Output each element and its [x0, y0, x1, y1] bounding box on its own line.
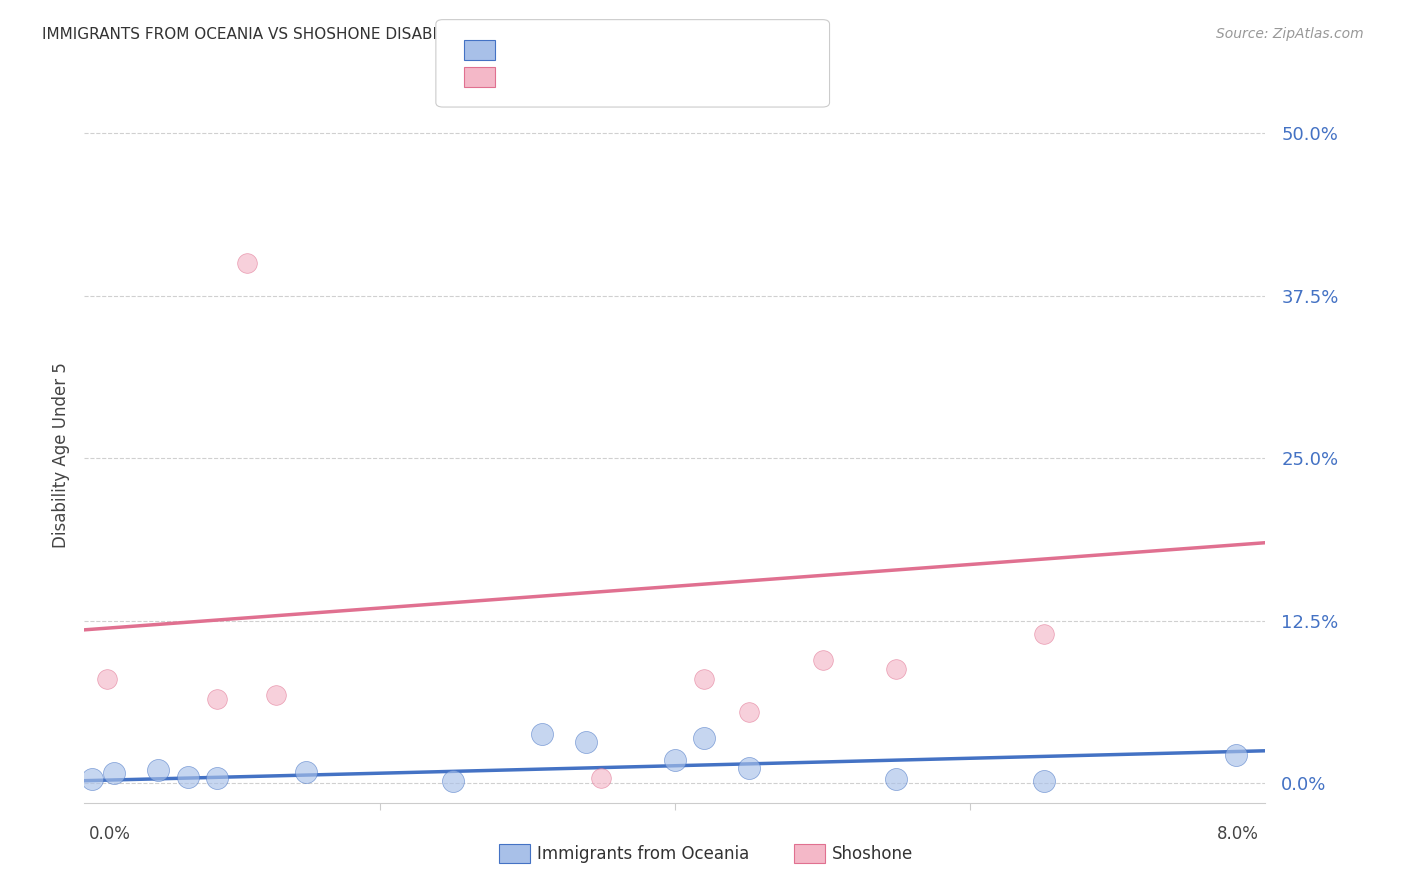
- Point: [295, 764, 318, 779]
- Point: [80, 772, 103, 787]
- Point: [738, 705, 761, 719]
- Y-axis label: Disability Age Under 5: Disability Age Under 5: [52, 362, 70, 548]
- Text: 0.0%: 0.0%: [89, 825, 131, 843]
- Text: Shoshone: Shoshone: [832, 845, 914, 863]
- Point: [205, 691, 228, 706]
- Point: [738, 761, 761, 775]
- Point: [177, 770, 200, 784]
- Point: [205, 771, 228, 785]
- Text: R = 0.074   N = 10: R = 0.074 N = 10: [509, 68, 679, 86]
- Text: 8.0%: 8.0%: [1216, 825, 1258, 843]
- Point: [96, 672, 118, 686]
- Text: Source: ZipAtlas.com: Source: ZipAtlas.com: [1216, 27, 1364, 41]
- Point: [264, 688, 288, 702]
- Point: [575, 734, 598, 748]
- Point: [1225, 747, 1247, 762]
- Point: [664, 753, 686, 767]
- Text: IMMIGRANTS FROM OCEANIA VS SHOSHONE DISABILITY AGE UNDER 5 CORRELATION CHART: IMMIGRANTS FROM OCEANIA VS SHOSHONE DISA…: [42, 27, 749, 42]
- Point: [103, 765, 125, 780]
- Point: [591, 771, 613, 785]
- Point: [693, 731, 716, 745]
- Point: [693, 672, 716, 686]
- Point: [148, 764, 170, 778]
- Point: [886, 662, 908, 676]
- Point: [441, 773, 464, 788]
- Point: [811, 653, 834, 667]
- Point: [886, 772, 908, 787]
- Text: R = 0.326   N = 15: R = 0.326 N = 15: [509, 41, 679, 59]
- Text: Immigrants from Oceania: Immigrants from Oceania: [537, 845, 749, 863]
- Point: [1032, 773, 1054, 788]
- Point: [235, 256, 259, 270]
- Point: [1032, 626, 1054, 640]
- Point: [531, 727, 554, 741]
